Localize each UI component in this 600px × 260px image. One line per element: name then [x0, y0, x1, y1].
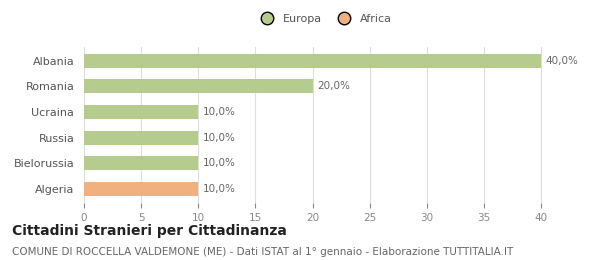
Text: Cittadini Stranieri per Cittadinanza: Cittadini Stranieri per Cittadinanza: [12, 224, 287, 238]
Text: 10,0%: 10,0%: [203, 184, 236, 194]
Text: 10,0%: 10,0%: [203, 133, 236, 142]
Text: 40,0%: 40,0%: [546, 56, 578, 66]
Text: 20,0%: 20,0%: [317, 81, 350, 92]
Text: COMUNE DI ROCCELLA VALDEMONE (ME) - Dati ISTAT al 1° gennaio - Elaborazione TUTT: COMUNE DI ROCCELLA VALDEMONE (ME) - Dati…: [12, 247, 513, 257]
Text: 10,0%: 10,0%: [203, 158, 236, 168]
Bar: [84, 182, 198, 196]
Bar: [84, 54, 541, 68]
Bar: [84, 105, 198, 119]
Bar: [84, 131, 198, 145]
Bar: [84, 80, 313, 94]
Text: 10,0%: 10,0%: [203, 107, 236, 117]
Bar: [84, 156, 198, 170]
Legend: Europa, Africa: Europa, Africa: [252, 10, 396, 29]
